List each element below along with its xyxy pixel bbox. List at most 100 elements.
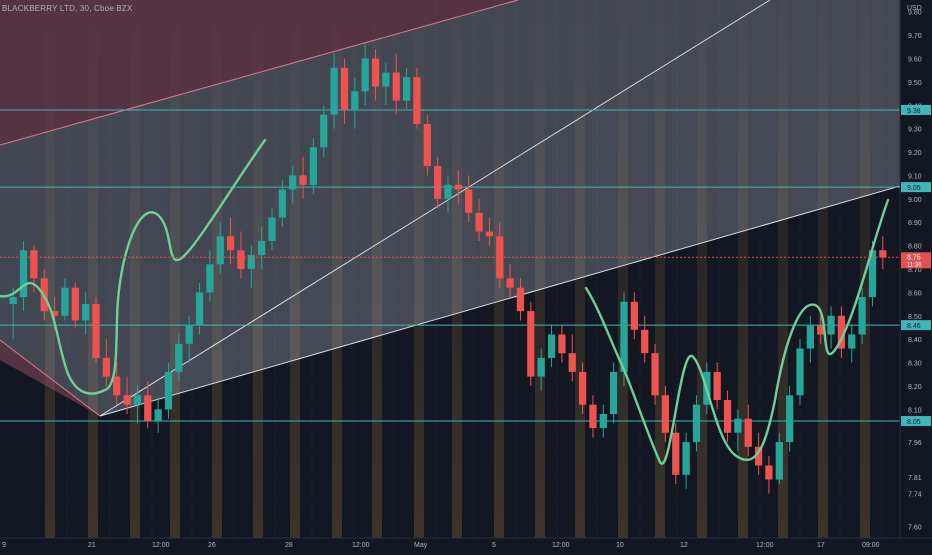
- candle-body: [516, 287, 525, 312]
- candle-body: [754, 446, 763, 466]
- candle-body: [237, 250, 245, 269]
- current-price-badge: [901, 252, 931, 269]
- time-tick-label: 28: [285, 542, 293, 549]
- candle-body: [247, 254, 255, 269]
- candle-body: [454, 184, 462, 190]
- session-band: [535, 0, 545, 538]
- candle-body: [9, 297, 17, 305]
- candle-body: [123, 395, 131, 405]
- time-tick-label: 12: [680, 542, 688, 549]
- candle-body: [682, 442, 690, 475]
- price-axis-background: [900, 0, 932, 550]
- candle-body: [620, 301, 628, 372]
- time-tick-label: 26: [208, 542, 216, 549]
- current-price-label: 8.75: [907, 254, 921, 261]
- candle-body: [320, 114, 328, 148]
- candle-body: [661, 395, 670, 433]
- level-price-badge: [901, 416, 931, 427]
- price-tick-label: 9.00: [908, 197, 922, 204]
- price-tick-label: 8.20: [908, 384, 922, 391]
- candle-body: [133, 395, 142, 405]
- session-band: [778, 0, 788, 538]
- price-tick-label: 7.60: [908, 524, 922, 531]
- candle-body: [734, 418, 742, 433]
- candle-body: [599, 414, 607, 429]
- time-tick-label: 09:00: [862, 542, 880, 549]
- level-price-label: 8.46: [907, 323, 921, 330]
- candle-body: [278, 189, 286, 218]
- candle-body: [744, 418, 752, 447]
- price-tick-label: 9.80: [908, 10, 922, 17]
- price-tick-label: 7.81: [908, 475, 922, 482]
- candle-body: [568, 353, 576, 372]
- candle-body: [527, 311, 535, 377]
- price-tick-label: 9.20: [908, 150, 922, 157]
- price-tick-label: 8.50: [908, 314, 922, 321]
- price-tick-label: 7.96: [908, 440, 922, 447]
- candle-body: [692, 404, 701, 443]
- candle-body: [837, 315, 846, 349]
- candle-body: [558, 334, 566, 354]
- candle-body: [610, 371, 618, 415]
- candle-body: [485, 231, 494, 237]
- time-axis: 9 21 12:00 26 28 12:00 May 5 12:00 10 12 12:00 17 09:…: [2, 542, 880, 549]
- candle-body: [330, 67, 338, 115]
- session-band: [253, 0, 263, 538]
- session-band: [88, 0, 98, 538]
- candle-body: [630, 301, 638, 330]
- candle-body: [723, 399, 732, 433]
- level-price-label: 9.05: [907, 185, 921, 192]
- candle-body: [268, 217, 276, 241]
- price-tick-label: 9.50: [908, 80, 922, 87]
- candle-body: [226, 236, 235, 251]
- currency-label: USD: [907, 5, 922, 12]
- candle-body: [475, 212, 483, 232]
- session-band: [170, 0, 180, 538]
- candle-body: [361, 58, 369, 92]
- time-tick-label: 9: [2, 542, 6, 549]
- candle-body: [434, 166, 442, 199]
- session-band: [697, 0, 707, 538]
- time-tick-label: 10: [616, 542, 624, 549]
- time-tick-label: 12:00: [552, 542, 570, 549]
- session-band: [130, 0, 140, 538]
- level-price-badge: [901, 320, 931, 331]
- candle-body: [858, 297, 866, 335]
- candle-body: [258, 240, 266, 255]
- candle-body: [796, 348, 804, 396]
- session-band: [372, 0, 382, 538]
- session-band: [414, 0, 424, 538]
- price-tick-label: 9.70: [908, 33, 922, 40]
- price-tick-label: 8.60: [908, 290, 922, 297]
- candle-body: [413, 77, 421, 124]
- candle-body: [216, 236, 224, 265]
- bar-countdown-label: 11:36: [907, 262, 922, 268]
- time-tick-label: 17: [817, 542, 825, 549]
- candle-body: [30, 250, 38, 279]
- time-tick-label: 21: [88, 542, 96, 549]
- chart-title: BLACKBERRY LTD, 30, Cboe BZX: [2, 4, 133, 13]
- session-band: [618, 0, 628, 538]
- candle-body: [423, 123, 431, 167]
- candle-body: [102, 357, 110, 377]
- candle-body: [806, 325, 814, 349]
- channel-lower-fill: [100, 0, 900, 416]
- channel-median-line: [99, 0, 771, 417]
- channel-middle-fill: [0, 0, 770, 416]
- price-tick-label: 8.80: [908, 244, 922, 251]
- candle-body: [50, 311, 59, 316]
- candle-body: [195, 292, 204, 326]
- session-band: [738, 0, 748, 538]
- candle-body: [164, 371, 173, 410]
- candle-body: [289, 175, 297, 190]
- candle-body: [713, 371, 721, 400]
- candle-body: [848, 334, 856, 349]
- candle-body: [578, 371, 587, 405]
- time-tick-label: May: [414, 542, 428, 549]
- candle-body: [71, 287, 79, 321]
- pitchfan-channel: [0, 0, 901, 417]
- price-tick-label: 9.30: [908, 127, 922, 134]
- candle-body: [351, 91, 359, 110]
